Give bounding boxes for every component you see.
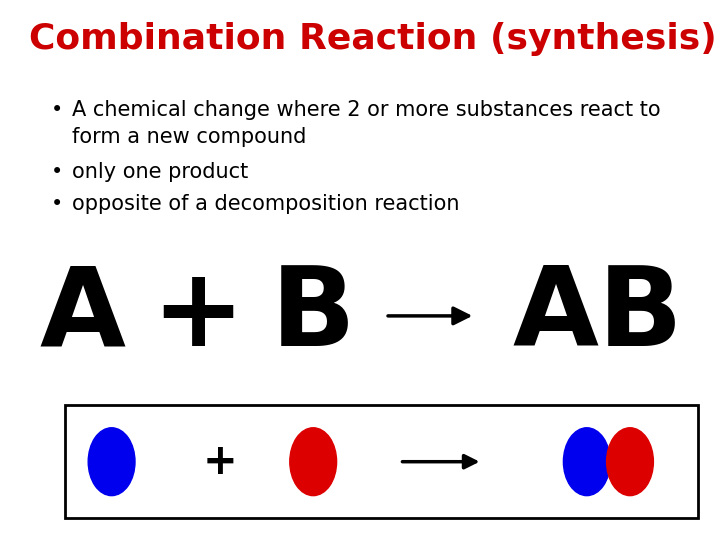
Text: +: + bbox=[202, 441, 237, 483]
Text: opposite of a decomposition reaction: opposite of a decomposition reaction bbox=[72, 194, 459, 214]
Text: A: A bbox=[40, 262, 126, 369]
Ellipse shape bbox=[289, 428, 336, 496]
Ellipse shape bbox=[563, 428, 610, 496]
Text: •: • bbox=[50, 162, 63, 182]
Text: Combination Reaction (synthesis): Combination Reaction (synthesis) bbox=[29, 22, 716, 56]
Text: +: + bbox=[151, 262, 245, 369]
Bar bbox=[65, 405, 698, 518]
Text: only one product: only one product bbox=[72, 162, 248, 182]
Text: AB: AB bbox=[512, 262, 683, 369]
Text: •: • bbox=[50, 194, 63, 214]
Text: A chemical change where 2 or more substances react to: A chemical change where 2 or more substa… bbox=[72, 100, 661, 120]
Text: form a new compound: form a new compound bbox=[72, 127, 307, 147]
Ellipse shape bbox=[88, 428, 135, 496]
Ellipse shape bbox=[606, 428, 654, 496]
Text: •: • bbox=[50, 100, 63, 120]
Text: B: B bbox=[271, 262, 356, 369]
